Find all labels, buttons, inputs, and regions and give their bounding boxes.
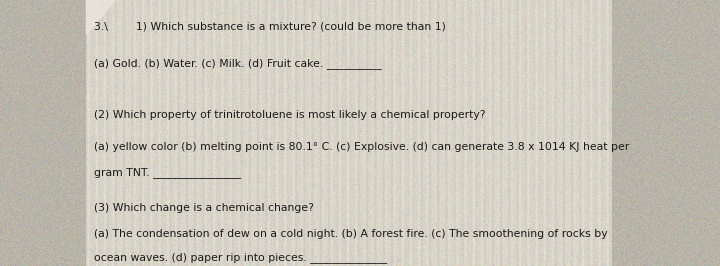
Text: (a) Gold. (b) Water. (c) Milk. (d) Fruit cake. __________: (a) Gold. (b) Water. (c) Milk. (d) Fruit… xyxy=(94,58,382,69)
Text: (a) yellow color (b) melting point is 80.1° C. (c) Explosive. (d) can generate 3: (a) yellow color (b) melting point is 80… xyxy=(94,142,629,152)
Text: ocean waves. (d) paper rip into pieces. ______________: ocean waves. (d) paper rip into pieces. … xyxy=(94,252,387,263)
Text: (2) Which property of trinitrotoluene is most likely a chemical property?: (2) Which property of trinitrotoluene is… xyxy=(94,110,485,120)
Polygon shape xyxy=(86,0,115,35)
Text: (3) Which change is a chemical change?: (3) Which change is a chemical change? xyxy=(94,203,313,213)
Text: gram TNT. ________________: gram TNT. ________________ xyxy=(94,167,240,178)
Text: (a) The condensation of dew on a cold night. (b) A forest fire. (c) The smoothen: (a) The condensation of dew on a cold ni… xyxy=(94,229,607,239)
Text: 3.\        1) Which substance is a mixture? (could be more than 1): 3.\ 1) Which substance is a mixture? (co… xyxy=(94,22,446,32)
